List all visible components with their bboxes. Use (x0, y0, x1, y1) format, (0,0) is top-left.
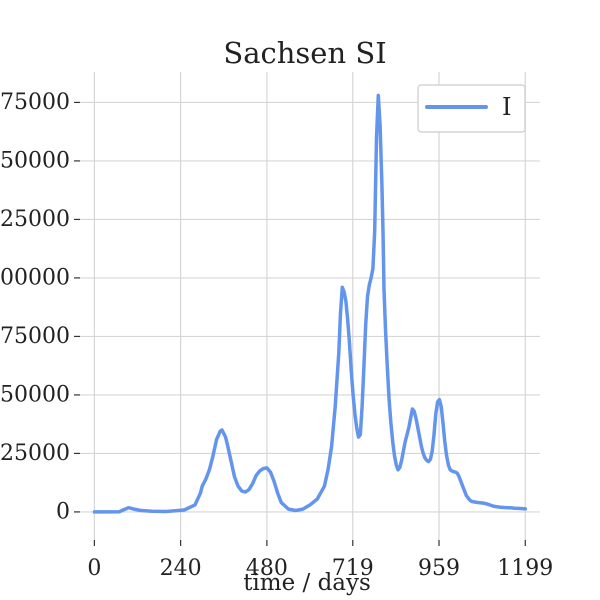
y-tick-label: 0 (56, 499, 70, 524)
x-tick-label: 959 (418, 556, 460, 581)
x-tick-label: 0 (87, 556, 101, 581)
axis-ticks: 0 240 480 719 959 1199 0 25000 50000 75000 100000 1… (0, 90, 553, 581)
y-tick-label: 175000 (0, 90, 70, 115)
y-tick-label: 50000 (0, 382, 70, 407)
grid (80, 72, 540, 540)
y-tick-label: 25000 (0, 441, 70, 466)
x-tick-label: 1199 (497, 556, 553, 581)
x-tick-label: 480 (246, 556, 288, 581)
chart-title: Sachsen SI (223, 36, 386, 70)
y-tick-label: 100000 (0, 265, 70, 290)
x-tick-label: 240 (160, 556, 202, 581)
x-axis-label: time / days (243, 570, 371, 596)
legend: I (417, 84, 526, 133)
x-tick-label: 719 (332, 556, 374, 581)
y-tick-label: 75000 (0, 324, 70, 349)
series-line-I (92, 93, 528, 514)
legend-label: I (502, 93, 511, 121)
y-tick-label: 125000 (0, 207, 70, 232)
series-layer (92, 93, 528, 514)
y-tick-label: 150000 (0, 148, 70, 173)
